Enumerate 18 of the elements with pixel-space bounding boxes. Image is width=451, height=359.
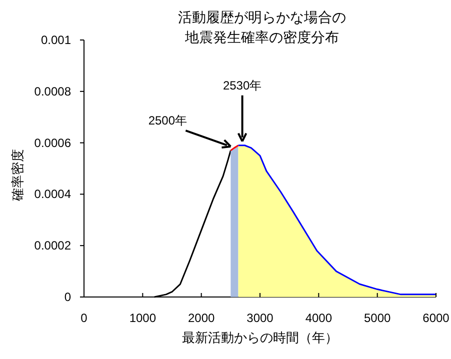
x-tick-label: 5000 bbox=[364, 311, 392, 325]
x-tick-label: 6000 bbox=[422, 311, 450, 325]
x-axis-title: 最新活動からの時間（年） bbox=[182, 330, 338, 345]
chart-title: 活動履歴が明らかな場合の地震発生確率の密度分布 bbox=[178, 9, 346, 45]
x-tick-label: 2000 bbox=[188, 311, 216, 325]
x-tick-label: 0 bbox=[80, 311, 88, 325]
annotation: 2500年 bbox=[148, 114, 188, 128]
x-tick-label: 4000 bbox=[305, 311, 332, 325]
x-tick-label: 3000 bbox=[246, 311, 274, 325]
y-tick-label: 0.001 bbox=[40, 33, 72, 47]
y-tick-label: 0.0006 bbox=[34, 136, 72, 150]
y-tick-label: 0 bbox=[64, 290, 72, 304]
x-tick-label: 1000 bbox=[129, 311, 156, 325]
y-tick-label: 0.0008 bbox=[34, 84, 72, 98]
y-tick-label: 0.0002 bbox=[34, 238, 72, 253]
y-axis-title: 確率密度 bbox=[10, 149, 25, 202]
annotation: 2530年 bbox=[222, 78, 262, 92]
y-tick-label: 0.0004 bbox=[34, 187, 72, 202]
